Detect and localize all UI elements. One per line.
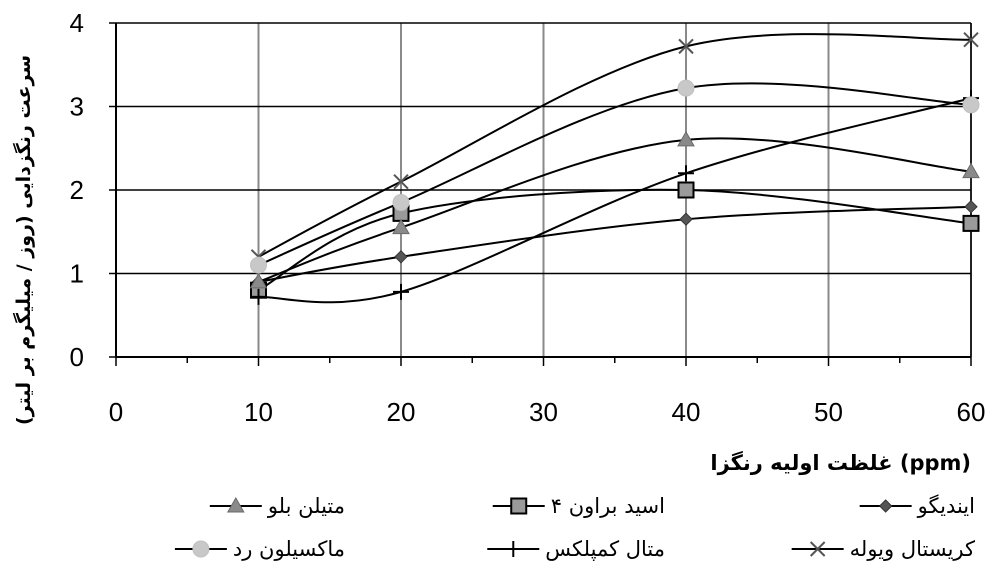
- legend-marker: [878, 499, 893, 513]
- series-line-6: [258, 82, 972, 267]
- y-tick-label: 0: [70, 342, 84, 372]
- data-point-series-1: [679, 212, 693, 226]
- x-tick-label: 60: [957, 397, 986, 427]
- y-tick-label: 4: [70, 8, 84, 38]
- data-point-series-2: [962, 214, 980, 232]
- series-line-5: [258, 97, 972, 304]
- legend-label: متیلن بلو: [267, 494, 345, 518]
- x-axis-title: غلظت اولیه رنگزا (ppm): [710, 450, 971, 475]
- data-point-series-5: [678, 165, 694, 182]
- data-point-series-6: [250, 256, 267, 274]
- data-point-series-3: [677, 130, 695, 147]
- y-tick-label: 1: [70, 259, 84, 289]
- legend-label: متال کمپلکس: [545, 537, 665, 561]
- y-tick-label: 2: [70, 175, 84, 205]
- legend-label: ماکسیلون رد: [233, 537, 345, 561]
- legend-marker: [809, 541, 826, 557]
- x-tick-label: 0: [109, 397, 123, 427]
- data-point-series-1: [964, 199, 978, 214]
- data-point-series-2: [677, 181, 695, 199]
- legend-label: کریستال ویوله: [850, 537, 975, 561]
- data-point-series-3: [962, 162, 980, 179]
- data-point-series-5: [393, 283, 409, 300]
- legend-marker: [226, 496, 245, 513]
- data-point-series-6: [392, 194, 410, 212]
- data-point-series-1: [394, 250, 408, 264]
- x-tick-label: 50: [814, 397, 843, 427]
- x-tick-label: 20: [387, 397, 416, 427]
- data-point-series-4: [963, 31, 979, 48]
- legend-label: اسید براون ۴: [551, 494, 665, 518]
- series-line-2: [258, 188, 972, 292]
- x-tick-label: 30: [529, 397, 558, 427]
- x-tick-label: 10: [244, 397, 273, 427]
- data-point-series-3: [249, 272, 268, 289]
- data-point-series-4: [393, 173, 409, 190]
- series-line-4: [258, 33, 972, 258]
- data-point-series-6: [677, 79, 695, 97]
- data-point-series-4: [678, 38, 694, 55]
- legend-marker: [510, 497, 528, 515]
- legend-marker: [505, 541, 522, 557]
- legend-marker: [192, 540, 210, 558]
- y-axis-title: سرعت رنگزدایی (روز / میلیگرم بر لیتر): [12, 55, 35, 425]
- data-point-series-6: [962, 96, 980, 114]
- data-point-series-5: [250, 288, 267, 305]
- legend-label: ایندیگو: [917, 494, 975, 518]
- data-point-series-3: [392, 218, 410, 235]
- series-line-3: [258, 137, 972, 283]
- series-line-1: [258, 205, 972, 283]
- x-tick-label: 40: [672, 397, 701, 427]
- y-tick-label: 3: [70, 92, 84, 122]
